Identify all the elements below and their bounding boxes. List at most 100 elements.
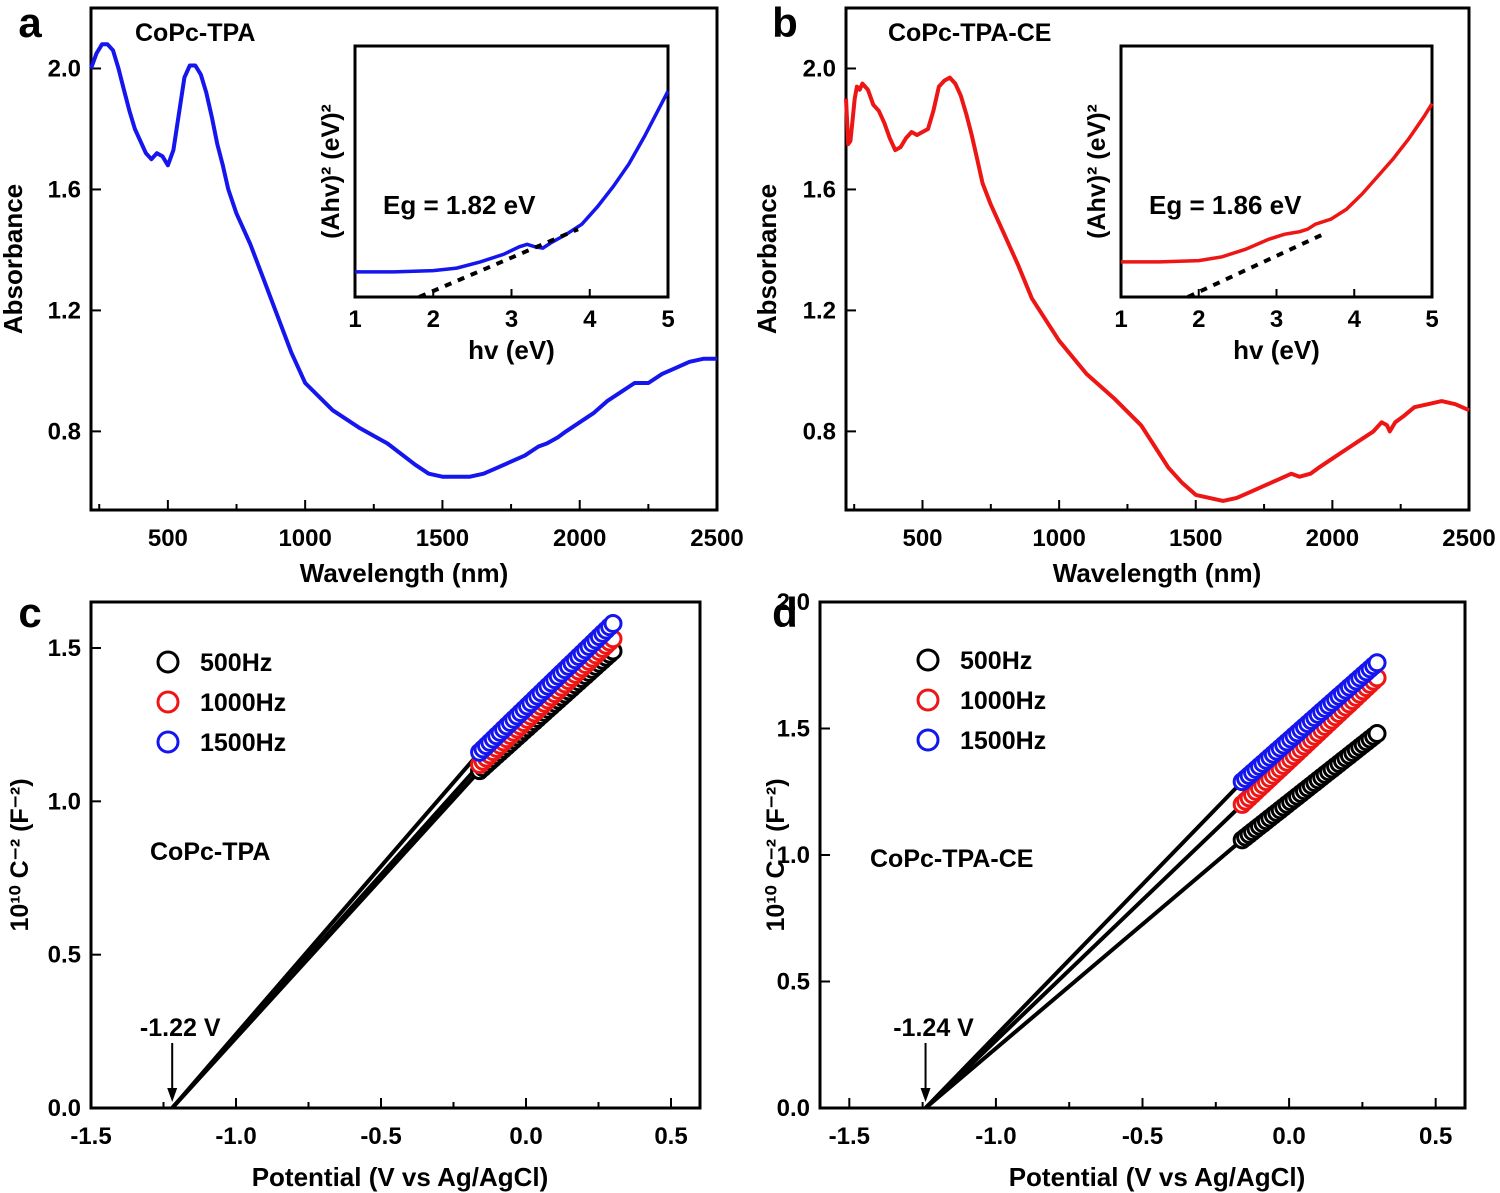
panel-c-intercept-arrowhead [167,1088,178,1102]
panel-a-inset-y-title: (Ahv)² (eV)² [317,104,345,239]
panel-a-y-tick-label: 1.2 [48,297,81,324]
panel-a-x-tick-label: 1500 [416,525,469,552]
panel-c-x-tick-label: -1.5 [70,1123,111,1150]
panel-c-y-tick-label: 1.5 [48,635,81,662]
panel-b-y-tick-label: 1.2 [803,297,836,324]
panel-b-frame [844,6,1471,512]
panel-b-x-tick-label: 2000 [1306,525,1359,552]
panel-b-inset-x-title: hv (eV) [1233,335,1320,365]
panel-a-inset-fit-line [418,227,579,299]
panel-c-x-tick-label: -0.5 [360,1123,401,1150]
panel-b-x-axis-title: Wavelength (nm) [1053,558,1261,588]
panel-c-legend-label: 1500Hz [200,729,286,757]
panel-b-inset-tick-label: 2 [1192,306,1205,333]
panel-a-inset-curve [355,90,670,274]
panel-d-y-tick-label: 0.5 [777,969,810,996]
panel-c-legend-marker [156,650,180,674]
panel-a-frame [89,6,719,512]
panel-a-x-axis-title: Wavelength (nm) [300,558,508,588]
panel-b-absorbance-line [844,75,1470,503]
panel-d-sample-label: CoPc-TPA-CE [870,845,1033,873]
panel-a-inset-tick-label: 1 [348,306,361,333]
panel-a-x-tick-label: 2000 [553,525,606,552]
panel-b-y-tick-label: 2.0 [803,55,836,82]
panel-a-inset-frame [353,44,670,299]
panel-d-intercept-label: -1.24 V [893,1014,974,1042]
panel-d-y-tick-label: 1.0 [777,842,810,869]
panel-d-legend-marker [916,688,940,712]
panel-b-y-axis-title: Absorbance [752,184,782,334]
panel-a-inset-tick-label: 5 [661,306,674,333]
panel-d-letter: d [772,589,798,636]
panel-c-x-tick-label: 0.5 [654,1123,687,1150]
panel-a-letter: a [18,0,42,46]
panel-a-sample-label: CoPc-TPA [135,19,255,47]
panel-d-fit-line [924,780,1244,1110]
panel-a-absorbance-line [89,42,717,479]
panel-d-legend-label: 1000Hz [960,687,1046,715]
panel-a-x-tick-label: 2500 [690,525,743,552]
panel-c-legend-label: 1000Hz [200,689,286,717]
panel-a-y-axis-title: Absorbance [0,184,28,334]
panel-d-legend-label: 500Hz [960,647,1032,675]
panel-c-legend-marker [156,730,180,754]
panel-a-y-tick-label: 2.0 [48,55,81,82]
panel-a-x-tick-label: 500 [148,525,188,552]
panel-b-letter: b [772,0,798,46]
panel-b-x-tick-label: 500 [902,525,942,552]
panel-d-y-tick-label: 0.0 [777,1095,810,1122]
panel-d-fit-line [924,838,1244,1110]
panel-b-inset-y-title: (Ahv)² (eV)² [1083,104,1111,239]
panel-c-legend-marker [156,690,180,714]
panel-b-inset-fit-line [1187,232,1324,299]
panel-c-fit-line [170,750,482,1110]
panel-d-legend-marker [916,648,940,672]
panel-b-x-tick-label: 1000 [1032,525,1085,552]
panel-b-inset-frame [1119,44,1434,299]
panel-c-y-tick-label: 1.0 [48,788,81,815]
panel-d-y-axis-title: 10¹⁰ C⁻² (F⁻²) [762,778,790,931]
panel-d-y-tick-label: 2.0 [777,589,810,616]
panel-d-x-tick-label: -0.5 [1122,1123,1163,1150]
panel-d-x-tick-label: -1.5 [829,1123,870,1150]
panel-a-inset-tick-label: 3 [505,306,518,333]
panel-c-legend-label: 500Hz [200,649,272,677]
panel-b-inset-tick-label: 1 [1114,306,1127,333]
panel-c-intercept-label: -1.22 V [140,1014,221,1042]
panel-a-eg-label: Eg = 1.82 eV [383,190,536,220]
panel-c-y-tick-label: 0.5 [48,942,81,969]
panel-d-x-tick-label: 0.5 [1419,1123,1452,1150]
panel-c-x-tick-label: -1.0 [215,1123,256,1150]
panel-b-eg-label: Eg = 1.86 eV [1149,190,1302,220]
panel-d-y-tick-label: 1.5 [777,716,810,743]
panel-b-y-tick-label: 1.6 [803,176,836,203]
panel-c-letter: c [18,589,41,636]
panel-b-x-tick-label: 1500 [1169,525,1222,552]
panel-c-y-axis-title: 10¹⁰ C⁻² (F⁻²) [6,778,34,931]
panel-d-legend-marker [916,728,940,752]
panel-b-sample-label: CoPc-TPA-CE [888,19,1051,47]
panel-b-y-tick-label: 0.8 [803,418,836,445]
panel-c-x-tick-label: 0.0 [509,1123,542,1150]
panel-c-x-axis-title: Potential (V vs Ag/AgCl) [252,1162,549,1192]
panel-c-marker-1500Hz [603,613,623,633]
panel-a-inset-tick-label: 2 [427,306,440,333]
panel-b-inset-tick-label: 4 [1348,306,1362,333]
panel-c-y-tick-label: 0.0 [48,1095,81,1122]
panel-a-inset-x-title: hv (eV) [468,335,555,365]
panel-a-x-tick-label: 1000 [278,525,331,552]
panel-d-x-tick-label: -1.0 [975,1123,1016,1150]
panel-c-frame [89,600,702,1110]
panel-b-inset-tick-label: 3 [1270,306,1283,333]
panel-d-fit-line [924,802,1244,1110]
panel-d-legend-label: 1500Hz [960,727,1046,755]
panel-d-x-tick-label: 0.0 [1272,1123,1305,1150]
panel-d-intercept-arrowhead [920,1088,931,1102]
panel-b-inset-curve [1121,102,1434,264]
panel-d-x-axis-title: Potential (V vs Ag/AgCl) [1009,1162,1306,1192]
panel-a-y-tick-label: 0.8 [48,418,81,445]
panel-b-x-tick-label: 2500 [1442,525,1495,552]
panel-d-marker-1500Hz [1367,653,1387,673]
panel-a-y-tick-label: 1.6 [48,176,81,203]
